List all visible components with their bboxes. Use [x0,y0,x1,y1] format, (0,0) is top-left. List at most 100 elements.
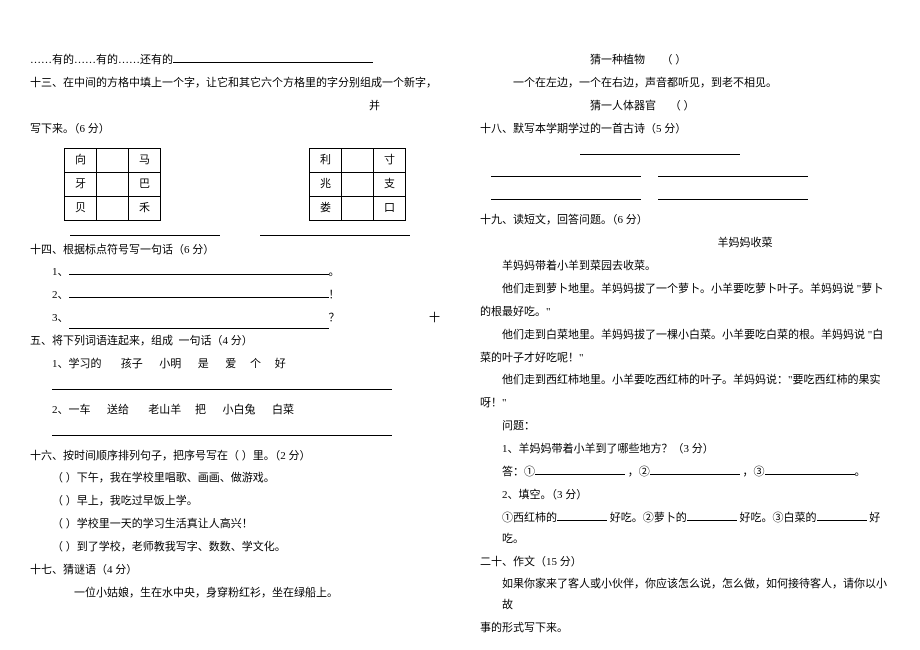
fill-row: ①西红柿的 好吃。②萝卜的 好吃。③白菜的 好吃。 [480,508,890,550]
paren: （ ） [662,54,687,66]
q18-blank1 [480,142,890,163]
q18-blank3 [480,187,890,208]
q17-title: 十七、猜谜语（4 分） [30,560,440,581]
label: 2、 [52,289,69,301]
cell: 贝 [65,196,97,220]
word: 小白兔 [223,404,256,416]
p4a: 他们走到西红柿地里。小羊要吃西红柿的叶子。羊妈妈说："要吃西红柿的果实 [480,370,890,391]
word: 小明 [159,358,181,370]
blank [260,235,410,236]
word: 个 [250,358,261,370]
cell-empty [342,172,374,196]
blank [173,62,373,63]
label: 答：① [502,466,535,478]
q17-1: 一位小姑娘，生在水中央，身穿粉红衫，坐在绿船上。 [30,583,440,604]
word: 老山羊 [148,404,181,416]
blank [580,154,740,155]
q15-2: 2、一车 送给 老山羊 把 小白兔 白菜 [30,400,440,421]
blank [817,520,867,521]
label: 1、 [52,266,69,278]
blank [69,274,329,275]
label: 好吃。 [502,512,880,545]
cell: 向 [65,148,97,172]
q16-title: 十六、按时间顺序排列句子，把序号写在（ ）里。（2 分） [30,446,440,467]
blank [658,176,808,177]
q14-1: 1、。 [30,262,440,283]
blank [69,297,329,298]
word: 送给 [107,404,129,416]
q14-title: 十四、根据标点符号写一句话（6 分） [30,240,440,261]
label: ①西红柿的 [502,512,557,524]
blank [52,435,392,436]
cell: 巴 [129,172,161,196]
q15-1-blank [30,377,440,398]
blank [687,520,737,521]
p4b: 呀！" [480,393,890,414]
riddle2: 猜一人体器官 （ ） [480,96,890,117]
riddle1-text: 猜一种植物 [590,54,645,66]
tables-row: 向 马 牙 巴 贝 禾 利寸 兆支 娄口 [30,142,440,231]
label: 2、一车 [52,404,91,416]
q13-title: 十三、在中间的方格中填上一个字，让它和其它六个方格里的字分别组成一个新字， [30,73,440,94]
label: ，③ [743,466,765,478]
label: 好吃。②萝卜的 [610,512,687,524]
blank [491,199,641,200]
q16-2: （ ）早上，我吃过早饭上学。 [30,491,440,512]
p1: 羊妈妈带着小羊到菜园去收菜。 [480,256,890,277]
paren: （ ） [670,100,695,112]
q16-4: （ ）到了学校，老师教我写字、数数、学文化。 [30,537,440,558]
qtitle: 问题： [480,416,890,437]
blank [658,199,808,200]
p2a: 他们走到萝卜地里。羊妈妈拔了一个萝卜。小羊要吃萝卜叶子。羊妈妈说 "萝卜 [480,279,890,300]
q14-3: 3、？十 [30,308,440,329]
q20-p2: 事的形式写下来。 [480,618,890,639]
cell-empty [342,196,374,220]
blank [765,474,855,475]
q18-title: 十八、默写本学期学过的一首古诗（5 分） [480,119,890,140]
blank [70,235,220,236]
text: "白 [868,329,884,341]
q18-blank2 [480,164,890,185]
riddle2-line: 一个在左边，一个在右边，声音都听见，到老不相见。 [480,73,890,94]
word: 白菜 [272,404,294,416]
p3a: 他们走到白菜地里。羊妈妈拔了一棵小白菜。小羊要吃白菜的根。羊妈妈说 "白 [480,325,890,346]
cell: 马 [129,148,161,172]
riddle1: 猜一种植物 （ ） [480,50,890,71]
cell: 利 [310,148,342,172]
answer: 答：① ，② ，③。 [480,462,890,483]
q1: 1、羊妈妈带着小羊到了哪些地方？（3 分） [480,439,890,460]
text: 他们走到萝卜地里。羊妈妈拔了一个萝卜。小羊要吃萝卜叶子。羊妈妈说 [502,283,854,295]
cell: 支 [374,172,406,196]
cell-empty [97,148,129,172]
grid-table-2: 利寸 兆支 娄口 [309,148,406,221]
label: 1、学习的 [52,358,102,370]
q13-title-cont: 并 [30,96,440,117]
cell: 牙 [65,172,97,196]
label: 好吃。③白菜的 [740,512,817,524]
q15-title: 五、将下列词语连起来，组成 一句话（4 分） [30,331,440,352]
marker: 十 [429,308,440,329]
q19-title: 十九、读短文，回答问题。（6 分） [480,210,890,231]
blank [52,389,392,390]
cell-empty [97,196,129,220]
q16-3: （ ）学校里一天的学习生活真让人高兴！ [30,514,440,535]
answer-blanks-row [30,235,440,236]
right-column: 猜一种植物 （ ） 一个在左边，一个在右边，声音都听见，到老不相见。 猜一人体器… [480,50,890,620]
word: 爱 [225,358,236,370]
p2c: 的根最好吃。" [480,302,890,323]
q16-1: （ ）下午，我在学校里唱歌、画画、做游戏。 [30,468,440,489]
q20-p1: 如果你家来了客人或小伙伴，你应该怎么说，怎么做，如何接待客人，请你以小故 [480,574,890,616]
q15-1: 1、学习的 孩子 小明 是 爱 个 好 [30,354,440,375]
q2: 2、填空。（3 分） [480,485,890,506]
pattern-text: ……有的……有的……还有的 [30,54,173,66]
cell-empty [342,148,374,172]
q15-t2: 一句话（4 分） [179,335,253,347]
blank [557,520,607,521]
cell: 禾 [129,196,161,220]
punct: ！ [329,289,340,301]
word: 好 [275,358,286,370]
text: 他们走到白菜地里。羊妈妈拔了一棵小白菜。小羊要吃白菜的根。羊妈妈说 [502,329,865,341]
punct: 。 [855,466,866,478]
p3c: 菜的叶子才好吃呢！" [480,348,890,369]
q14-2: 2、 ！ [30,285,440,306]
